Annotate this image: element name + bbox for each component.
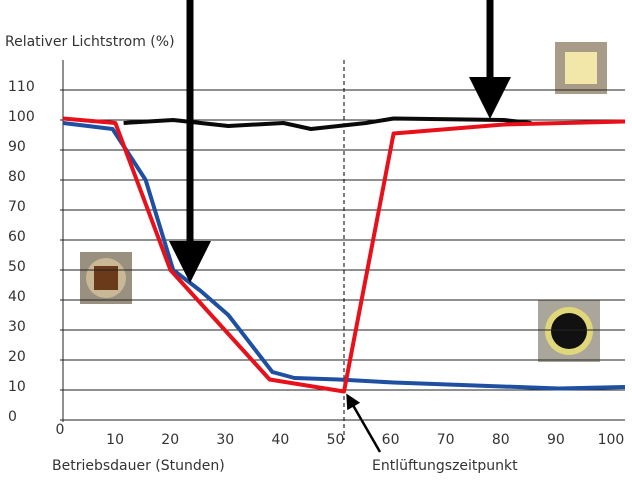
y-axis-label: Relativer Lichtstrom (%) [5,34,175,50]
y-tick-label: 50 [8,259,26,275]
x-tick-label: 10 [106,432,124,448]
y-tick-label: 30 [8,319,26,335]
x-tick-label: 90 [547,432,565,448]
x-tick-label: 30 [216,432,234,448]
led-image-2 [555,42,607,94]
y-tick-label: 20 [8,349,26,365]
y-tick-label: 40 [8,289,26,305]
x-tick-label: 80 [492,432,510,448]
led-image-3 [538,300,600,362]
x-tick-label: 40 [271,432,289,448]
x-tick-label: 0 [56,422,65,438]
x-tick-label: 100 [598,432,625,448]
x-tick-label: 50 [327,432,345,448]
annotation: Entlüftungszeitpunkt [372,458,518,474]
y-tick-label: 0 [8,409,17,425]
y-tick-label: 100 [8,109,35,125]
data-line [62,116,626,394]
y-tick-label: 60 [8,229,26,245]
y-tick-label: 80 [8,169,26,185]
y-tick-label: 110 [8,79,35,95]
annotation-arrow [346,393,382,453]
x-tick-label: 70 [437,432,455,448]
x-tick-label: 60 [382,432,400,448]
data-line [62,121,626,391]
y-tick-label: 10 [8,379,26,395]
y-tick-label: 70 [8,199,26,215]
x-tick-label: 20 [161,432,179,448]
x-axis-label: Betriebsdauer (Stunden) [52,458,225,474]
y-tick-label: 90 [8,139,26,155]
led-image-1 [80,252,132,304]
